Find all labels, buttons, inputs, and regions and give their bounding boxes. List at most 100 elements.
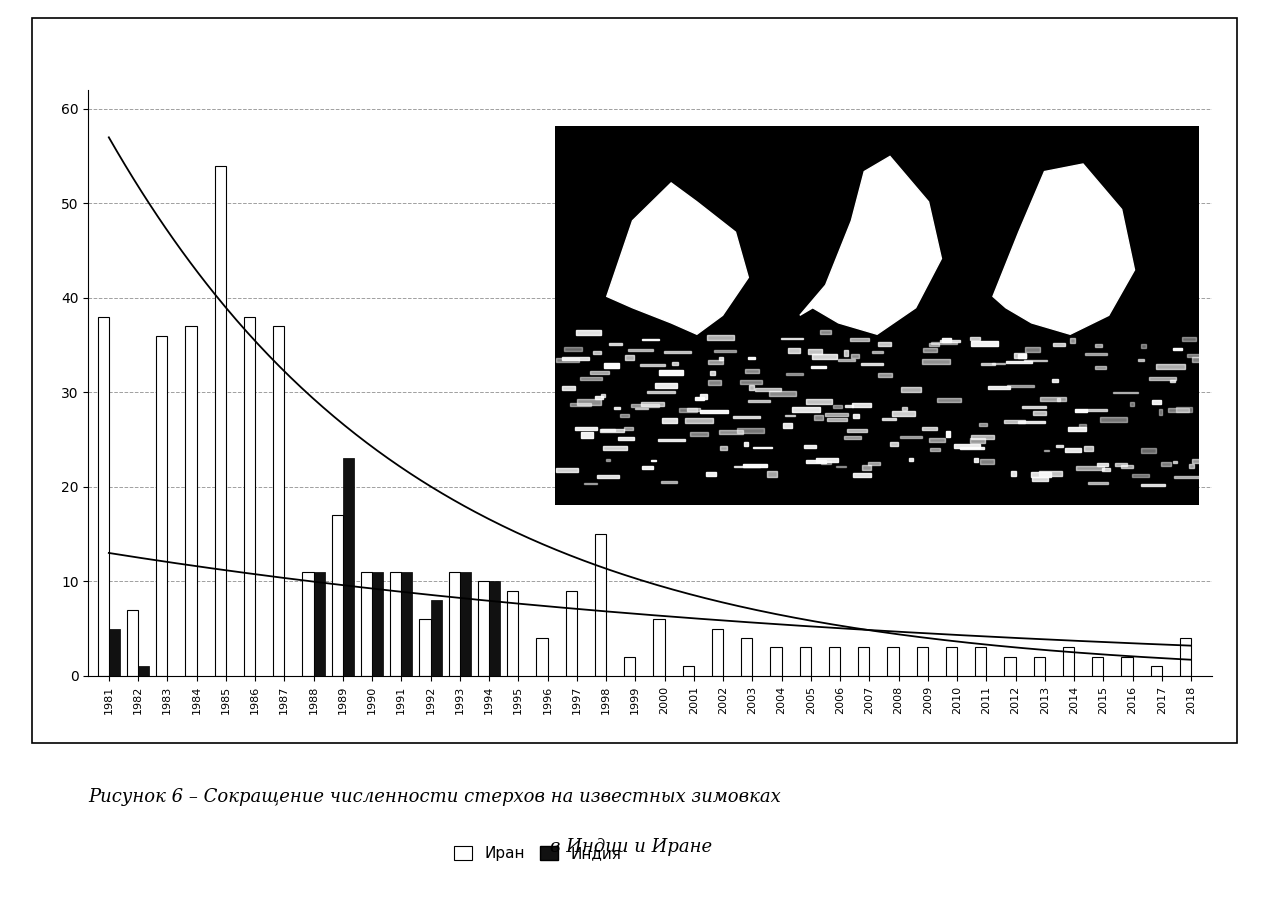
Bar [890,441,897,446]
Bar [1032,477,1049,481]
Bar [419,619,430,676]
Bar [303,572,313,676]
Bar [372,572,384,676]
Bar [97,317,109,676]
Bar [891,411,915,416]
Bar [819,330,832,334]
Bar [1169,407,1189,412]
Bar [138,667,149,676]
Bar [946,432,949,437]
Bar [1189,464,1194,469]
Bar [597,475,618,478]
Bar [1011,470,1016,476]
Bar [929,438,945,441]
Bar [719,357,723,359]
Bar [817,458,838,462]
Bar [745,442,747,446]
Bar [1005,657,1016,676]
Bar [800,648,810,676]
Bar [1138,359,1145,361]
Bar [640,364,665,366]
Bar [833,405,842,408]
Bar [1141,343,1146,349]
Bar [625,426,634,430]
Bar [853,414,858,418]
Bar [940,340,959,341]
Bar [1076,467,1104,469]
Bar [1097,462,1108,466]
Bar [988,387,1010,389]
Bar [1156,364,1185,369]
Bar [878,341,891,346]
Text: в Индии и Иране: в Индии и Иране [550,838,712,856]
Bar [651,460,656,461]
Bar [1095,343,1103,347]
Bar [786,373,803,375]
Bar [923,427,938,430]
Bar [690,432,708,436]
Bar [618,437,634,441]
Bar [1040,396,1066,401]
Bar [1100,417,1127,422]
Polygon shape [607,183,748,334]
Legend: Иран, Индия: Иран, Индия [448,840,627,868]
Bar [156,336,168,676]
Bar [570,403,592,406]
Bar [721,446,727,450]
Bar [1174,476,1200,478]
Bar [695,396,704,400]
Bar [601,429,615,431]
Bar [785,414,795,416]
Bar [741,379,762,384]
Bar [655,383,676,387]
Bar [401,572,413,676]
Bar [901,387,921,392]
Bar [1006,360,1032,363]
Bar [109,629,120,676]
Bar [625,355,635,359]
Bar [1094,366,1106,369]
Bar [784,423,793,428]
Bar [641,402,664,406]
Bar [755,387,781,391]
Bar [620,414,630,417]
Bar [507,591,519,676]
Bar [1025,348,1040,351]
Bar [1084,446,1093,450]
Bar [661,418,676,423]
Bar [562,386,575,390]
Bar [186,326,197,676]
Polygon shape [800,157,941,334]
Bar [654,619,665,676]
Bar [822,461,832,464]
Bar [858,648,870,676]
Bar [1129,402,1135,406]
Bar [808,349,822,354]
Bar [1188,354,1208,358]
Bar [478,581,490,676]
Bar [490,581,500,676]
Bar [625,657,635,676]
Bar [449,572,459,676]
Bar [1065,448,1082,451]
Bar [705,472,716,476]
Bar [981,459,994,464]
Bar [1181,337,1196,341]
Bar [1176,407,1191,412]
Bar [1170,379,1175,382]
Bar [936,397,960,402]
Bar [687,408,700,412]
Bar [916,648,928,676]
Bar [700,410,728,413]
Bar [601,394,606,396]
Bar [747,400,770,402]
Bar [577,330,601,335]
Bar [921,359,949,364]
Bar [781,338,803,339]
Bar [844,436,861,439]
Bar [930,448,940,451]
Bar [661,480,678,484]
Bar [844,350,848,356]
Bar [974,458,978,461]
Bar [767,471,776,477]
